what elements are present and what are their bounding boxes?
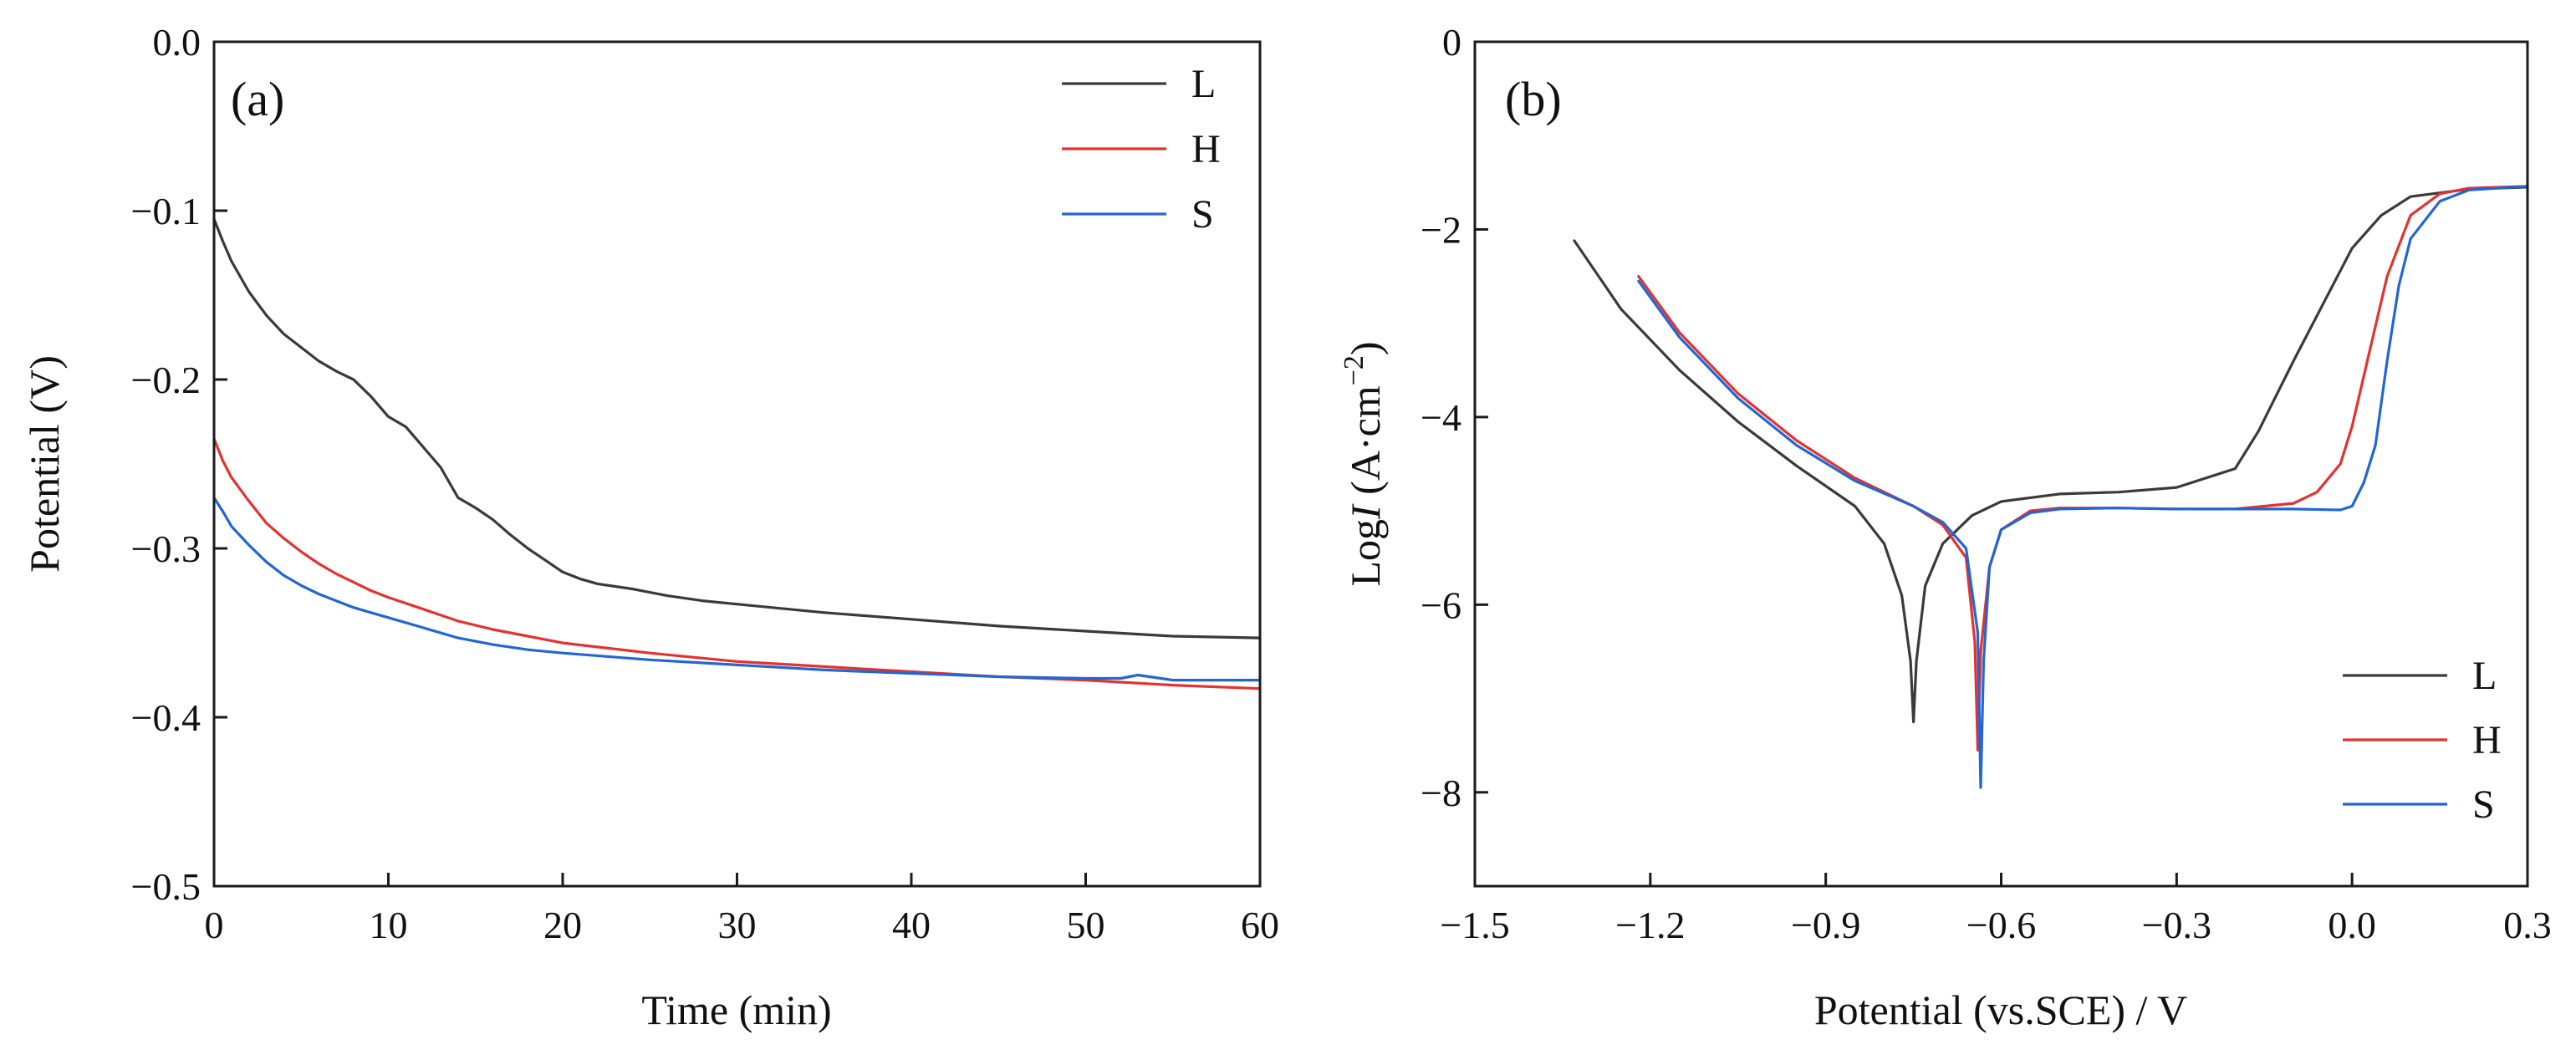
panel-b-legend-label-H: H	[2472, 718, 2502, 762]
panel-b-y-tick-label: −6	[1421, 584, 1461, 626]
panel-b-legend-label-L: L	[2472, 654, 2497, 698]
panel-b-y-axis-title-log: Log	[1342, 519, 1389, 587]
panel-a-x-tick-label: 30	[718, 904, 757, 946]
panel-a-y-tick-label: −0.4	[131, 696, 201, 739]
panel-a-x-tick-label: 60	[1241, 904, 1279, 946]
panel-a-x-axis-title: Time (min)	[641, 986, 831, 1033]
panel-b-x-tick-label: 0.0	[2328, 904, 2376, 946]
panel-a: 0 10 20 30 40 50 60 0.0 −0.1 −0.2 −0.3 −0.4 −0.5 (a)…	[21, 21, 1279, 1033]
panel-a-legend-label-S: S	[1191, 192, 1214, 237]
panel-a-x-tick-label: 20	[543, 904, 582, 946]
panel-a-series-line-S	[212, 496, 1262, 682]
panel-a-x-tick-label: 0	[205, 904, 224, 946]
panel-a-y-axis-title: Potential (V)	[21, 355, 68, 573]
panel-b-y-axis-title: LogI (A·cm−2)	[1339, 341, 1389, 586]
panel-a-label: (a)	[231, 72, 284, 126]
panel-b-x-tick-label: −0.9	[1791, 904, 1860, 946]
panel-b-y-tick-label: −2	[1421, 208, 1461, 251]
panel-a-x-tick-label: 10	[370, 904, 408, 946]
panel-b-ticks: −1.5 −1.2 −0.9 −0.6 −0.3 0.0 0.3 0 −2 −4 −6 −8	[1421, 21, 2552, 946]
panel-b-series	[1573, 185, 2529, 789]
panel-a-series-line-L	[212, 217, 1262, 640]
panel-a-ticks: 0 10 20 30 40 50 60 0.0 −0.1 −0.2 −0.3 −0.4 −0.5	[131, 21, 1279, 946]
panel-b-series-line-S	[1637, 185, 2529, 789]
panel-a-y-tick-label: 0.0	[153, 21, 201, 64]
panel-b-x-axis-title: Potential (vs.SCE) / V	[1814, 986, 2187, 1033]
panel-b-x-tick-label: −0.6	[1966, 904, 2036, 946]
panel-b-x-tick-label: −1.5	[1440, 904, 1509, 946]
panel-b-legend: L H S	[2343, 654, 2502, 827]
panel-b-legend-label-S: S	[2472, 782, 2495, 827]
panel-a-series-line-H	[212, 437, 1262, 691]
panel-b-y-tick-label: −8	[1421, 772, 1461, 814]
panel-a-series	[212, 217, 1262, 691]
panel-b-y-tick-label: −4	[1421, 396, 1461, 439]
panel-a-x-tick-label: 50	[1067, 904, 1105, 946]
panel-b-y-axis-title-exp: −2	[1339, 355, 1370, 385]
panel-a-legend-label-H: H	[1191, 127, 1221, 171]
panel-a-y-tick-label: −0.3	[131, 527, 201, 570]
panel-a-legend: L H S	[1062, 62, 1221, 237]
panel-a-legend-label-L: L	[1191, 62, 1216, 106]
panel-b-series-line-L	[1573, 186, 2529, 724]
panel-b-y-axis-title-i: I	[1342, 503, 1389, 520]
panel-a-y-tick-label: −0.1	[131, 190, 201, 232]
panel-b-x-tick-label: −1.2	[1615, 904, 1685, 946]
panel-b-series-line-H	[1637, 185, 2529, 752]
panel-a-y-tick-label: −0.5	[131, 865, 201, 908]
panel-a-plot-frame	[212, 40, 1262, 888]
panel-b-x-tick-label: −0.3	[2142, 904, 2211, 946]
panel-b-y-axis-title-unit: (A·cm	[1342, 385, 1389, 505]
panel-b-x-tick-label: 0.3	[2503, 904, 2552, 946]
panel-a-x-tick-label: 40	[892, 904, 931, 946]
panel-a-y-tick-label: −0.2	[131, 359, 201, 401]
panel-b-y-axis-title-close: )	[1342, 341, 1389, 355]
panel-b-label: (b)	[1505, 72, 1562, 126]
panel-b: −1.5 −1.2 −0.9 −0.6 −0.3 0.0 0.30−2−4−6−8 (b) …	[1339, 21, 2552, 1033]
panel-b-y-tick-label: 0	[1442, 21, 1461, 64]
